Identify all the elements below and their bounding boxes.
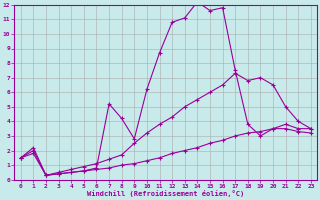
X-axis label: Windchill (Refroidissement éolien,°C): Windchill (Refroidissement éolien,°C) (87, 190, 244, 197)
